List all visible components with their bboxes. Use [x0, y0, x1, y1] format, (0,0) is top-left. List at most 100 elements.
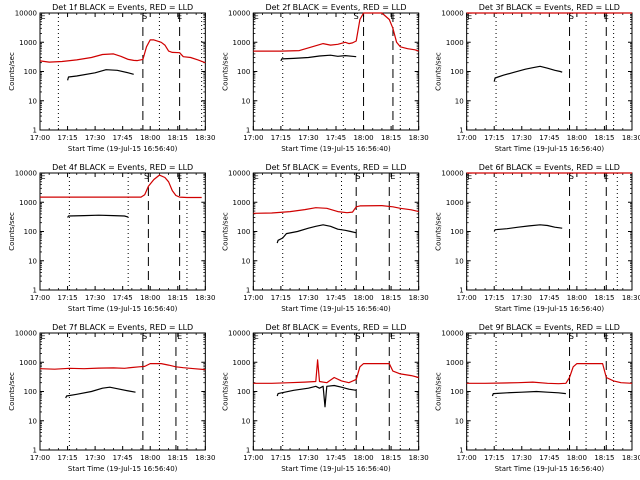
- start-marker: S: [142, 332, 147, 341]
- x-tick-label: 17:15: [57, 134, 77, 142]
- x-tick-label: 17:15: [271, 294, 291, 302]
- y-tick-label: 10000: [15, 10, 37, 18]
- y-tick-label: 10: [28, 97, 37, 105]
- y-tick-label: 10: [241, 97, 250, 105]
- x-tick-label: 17:45: [539, 294, 559, 302]
- x-axis-label: Start Time (19-Jul-15 16:56:40): [495, 465, 605, 473]
- y-tick-label: 10000: [441, 170, 463, 178]
- x-axis-label: Start Time (19-Jul-15 16:56:40): [495, 305, 605, 313]
- y-tick-label: 1000: [446, 359, 464, 367]
- x-axis-label: Start Time (19-Jul-15 16:56:40): [68, 145, 178, 153]
- series-lld-line: [253, 359, 419, 384]
- series-events-line: [67, 214, 129, 218]
- x-tick-label: 17:30: [298, 454, 318, 462]
- plot-frame: [466, 172, 633, 291]
- x-tick-label: 18:15: [168, 294, 188, 302]
- edge-marker: E: [467, 12, 472, 21]
- panel-title: Det 4f BLACK = Events, RED = LLD: [52, 163, 193, 172]
- x-tick-label: 17:30: [298, 294, 318, 302]
- end-marker: E: [177, 12, 182, 21]
- y-tick-label: 100: [237, 68, 250, 76]
- x-tick-label: 18:30: [195, 454, 215, 462]
- x-tick-label: 17:45: [539, 134, 559, 142]
- x-tick-label: 18:30: [409, 294, 429, 302]
- series-events-line: [276, 224, 357, 244]
- edge-marker: E: [40, 172, 45, 181]
- y-tick-label: 1: [459, 287, 463, 295]
- y-tick-label: 100: [24, 228, 37, 236]
- y-axis-label: Counts/sec: [435, 212, 443, 251]
- x-axis-label: Start Time (19-Jul-15 16:56:40): [495, 145, 605, 153]
- edge-marker: E: [467, 332, 472, 341]
- plot-frame: [466, 332, 633, 451]
- x-tick-label: 17:30: [512, 294, 532, 302]
- x-tick-label: 18:15: [168, 134, 188, 142]
- x-tick-label: 17:15: [271, 454, 291, 462]
- x-tick-label: 17:45: [326, 454, 346, 462]
- x-tick-label: 17:30: [512, 454, 532, 462]
- y-tick-label: 1000: [233, 199, 251, 207]
- series-events-line: [280, 54, 357, 62]
- series-events-line: [493, 224, 563, 232]
- x-axis-label: Start Time (19-Jul-15 16:56:40): [281, 465, 391, 473]
- x-tick-label: 17:45: [113, 454, 133, 462]
- x-tick-label: 18:00: [353, 134, 373, 142]
- x-tick-label: 18:30: [195, 134, 215, 142]
- x-tick-label: 18:30: [195, 294, 215, 302]
- y-tick-label: 10: [455, 417, 464, 425]
- x-tick-label: 18:00: [567, 134, 587, 142]
- plot-frame: [466, 12, 633, 131]
- end-marker: E: [177, 332, 182, 341]
- y-axis-label: Counts/sec: [221, 52, 229, 91]
- x-tick-label: 17:30: [85, 454, 105, 462]
- y-tick-label: 10000: [15, 170, 37, 178]
- y-tick-label: 10: [28, 257, 37, 265]
- x-tick-label: 18:30: [622, 134, 640, 142]
- x-tick-label: 17:15: [484, 134, 504, 142]
- series-lld-line: [39, 39, 206, 64]
- y-tick-label: 1: [246, 287, 250, 295]
- start-marker: S: [354, 12, 359, 21]
- x-tick-label: 18:30: [622, 454, 640, 462]
- y-tick-label: 1: [459, 447, 463, 455]
- y-tick-label: 10000: [228, 10, 250, 18]
- x-tick-label: 18:15: [168, 454, 188, 462]
- start-marker: S: [569, 332, 574, 341]
- series-lld-line: [466, 363, 633, 385]
- y-tick-label: 100: [450, 228, 463, 236]
- series-events-line: [276, 384, 357, 408]
- y-tick-label: 1000: [446, 199, 464, 207]
- x-tick-label: 17:15: [271, 134, 291, 142]
- panel-1: Det 1f BLACK = Events, RED = LLD Counts/s…: [8, 3, 215, 153]
- y-tick-label: 10000: [228, 170, 250, 178]
- x-tick-label: 17:45: [326, 294, 346, 302]
- y-axis-label: Counts/sec: [8, 372, 16, 411]
- plot-frame: [252, 172, 420, 291]
- x-tick-label: 18:00: [353, 454, 373, 462]
- x-tick-label: 17:00: [30, 294, 50, 302]
- end-marker: E: [604, 12, 609, 21]
- y-tick-label: 10: [241, 257, 250, 265]
- y-axis-label: Counts/sec: [8, 52, 16, 91]
- y-tick-label: 1000: [19, 199, 37, 207]
- x-tick-label: 18:15: [594, 454, 614, 462]
- panel-4: Det 4f BLACK = Events, RED = LLD Counts/s…: [8, 163, 215, 313]
- x-tick-label: 17:00: [457, 134, 477, 142]
- x-tick-label: 17:15: [57, 454, 77, 462]
- series-lld-line: [39, 363, 206, 371]
- y-tick-label: 1: [246, 127, 250, 135]
- y-tick-label: 100: [450, 388, 463, 396]
- panel-8: Det 8f BLACK = Events, RED = LLD Counts/s…: [221, 323, 428, 473]
- end-marker: E: [390, 12, 395, 21]
- x-tick-label: 17:15: [57, 294, 77, 302]
- y-tick-label: 10000: [441, 10, 463, 18]
- edge-marker: E: [467, 172, 472, 181]
- edge-marker: E: [40, 332, 45, 341]
- y-tick-label: 1000: [233, 359, 251, 367]
- end-marker: E: [390, 332, 395, 341]
- x-axis-label: Start Time (19-Jul-15 16:56:40): [68, 305, 178, 313]
- x-tick-label: 18:30: [622, 294, 640, 302]
- y-axis-label: Counts/sec: [8, 212, 16, 251]
- x-tick-label: 17:00: [243, 134, 263, 142]
